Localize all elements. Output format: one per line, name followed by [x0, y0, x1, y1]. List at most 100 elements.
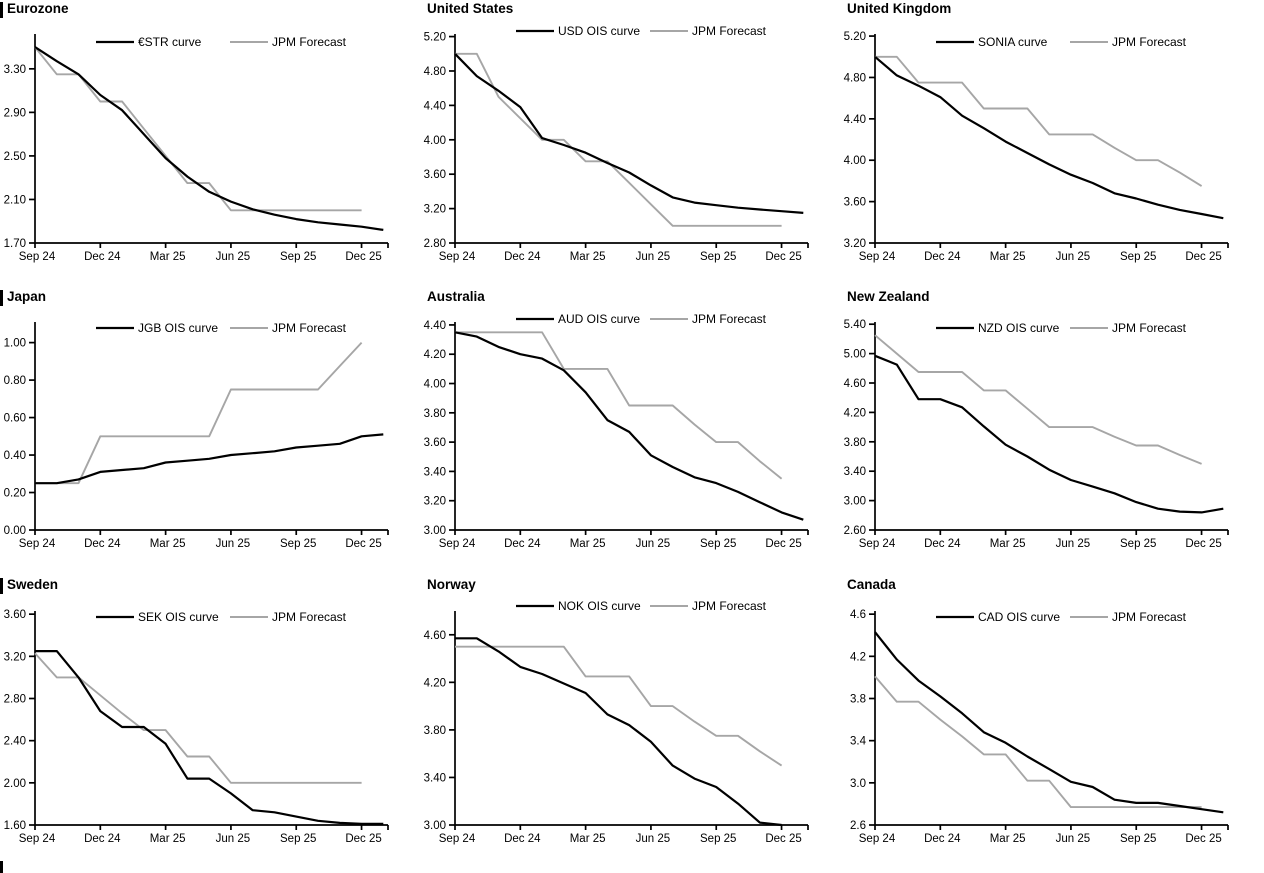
chart-canvas: 3.20 3.60 4.00 4.40 4.80 5.20 Sep 24 Dec 24 Mar … [844, 31, 1229, 263]
y-tick-label: 4.40 [424, 100, 446, 112]
chart-sweden: Sweden 1.60 2.00 2.40 2.80 3.20 3.60 Sep 24 Dec… [0, 570, 420, 873]
y-tick-label: 3.80 [844, 437, 866, 449]
x-tick-label: Dec 25 [765, 538, 801, 550]
forecast-series-line [874, 675, 1202, 809]
chart-japan: Japan 0.00 0.20 0.40 0.60 0.80 1.00 Sep 24 Dec … [0, 285, 420, 570]
y-tick-label: 5.00 [844, 349, 866, 361]
y-tick-label: 4.20 [424, 349, 446, 361]
x-tick-label: Sep 24 [19, 538, 56, 550]
y-tick-label: 2.40 [4, 736, 26, 748]
y-tick-label: 2.00 [4, 778, 26, 790]
forecast-series-line [875, 55, 1203, 187]
x-tick-label: Sep 25 [1120, 538, 1156, 550]
x-tick-label: Dec 24 [84, 251, 121, 263]
x-tick-label: Dec 24 [924, 251, 961, 263]
legend-label: CAD OIS curve [978, 610, 1060, 624]
x-tick-label: Dec 24 [504, 833, 541, 845]
legend-label: NZD OIS curve [978, 321, 1060, 335]
y-tick-label: 2.80 [4, 693, 26, 705]
y-tick-label: 4.60 [424, 630, 446, 642]
y-tick-label: 4.80 [424, 66, 446, 78]
x-tick-label: Mar 25 [990, 251, 1026, 263]
x-tick-label: Mar 25 [570, 833, 606, 845]
chart-title: New Zealand [847, 289, 930, 304]
x-tick-label: Sep 25 [280, 833, 316, 845]
y-tick-label: 0.00 [4, 525, 26, 537]
y-axis: 1.70 2.10 2.50 2.90 3.30 [4, 64, 35, 250]
x-tick-label: Mar 25 [150, 833, 186, 845]
x-tick-label: Sep 25 [700, 538, 736, 550]
forecast-series-line [35, 341, 363, 485]
x-tick-label: Dec 25 [1185, 538, 1221, 550]
y-axis: 1.60 2.00 2.40 2.80 3.20 3.60 [4, 609, 35, 832]
legend: AUD OIS curve JPM Forecast [516, 312, 767, 326]
chart-title: United States [427, 1, 514, 16]
x-tick-label: Dec 24 [84, 538, 121, 550]
legend: NOK OIS curve JPM Forecast [516, 599, 767, 613]
x-tick-label: Sep 24 [439, 251, 476, 263]
y-tick-label: 0.20 [4, 488, 26, 500]
legend-label: SEK OIS curve [138, 610, 219, 624]
y-tick-label: 3.60 [844, 197, 866, 209]
main-series-line [35, 433, 384, 485]
y-tick-label: 5.20 [844, 31, 866, 43]
x-tick-label: Sep 25 [280, 538, 316, 550]
x-tick-label: Sep 25 [280, 251, 316, 263]
y-tick-label: 4.00 [844, 155, 866, 167]
x-axis: Sep 24 Dec 24 Mar 25 Jun 25 Sep 25 Dec 25 [19, 530, 389, 550]
chart-title: Norway [427, 577, 476, 592]
y-tick-label: 3.40 [424, 772, 446, 784]
x-tick-label: Sep 24 [439, 833, 476, 845]
x-tick-label: Mar 25 [150, 251, 186, 263]
y-tick-label: 2.60 [844, 525, 866, 537]
x-axis: Sep 24 Dec 24 Mar 25 Jun 25 Sep 25 Dec 25 [439, 825, 809, 845]
legend-item: €STR curve [96, 35, 202, 49]
chart-title: Eurozone [7, 1, 69, 16]
chart-united-kingdom: United Kingdom 3.20 3.60 4.00 4.40 4.80 5.20 S… [840, 0, 1264, 285]
x-tick-label: Sep 24 [859, 833, 896, 845]
chart-canvas: 2.6 3.0 3.4 3.8 4.2 4.6 Sep 24 Dec 24 Mar 25 Jun … [850, 609, 1229, 845]
x-tick-label: Dec 25 [1185, 251, 1221, 263]
x-tick-label: Dec 25 [765, 251, 801, 263]
chart-canvas: 1.60 2.00 2.40 2.80 3.20 3.60 Sep 24 Dec 24 Mar … [4, 609, 389, 845]
y-tick-label: 3.20 [4, 651, 26, 663]
chart-title: Australia [427, 289, 485, 304]
x-tick-label: Jun 25 [636, 251, 671, 263]
legend-label: JPM Forecast [692, 24, 767, 38]
main-series-line [455, 637, 782, 827]
y-tick-label: 4.40 [424, 320, 446, 332]
legend-item: NOK OIS curve [516, 599, 641, 613]
x-tick-label: Sep 24 [859, 538, 896, 550]
x-tick-label: Dec 25 [345, 251, 381, 263]
y-tick-label: 3.20 [424, 204, 446, 216]
legend: USD OIS curve JPM Forecast [516, 24, 767, 38]
axes [874, 322, 1228, 531]
axes [454, 34, 808, 244]
legend-label: AUD OIS curve [558, 312, 640, 326]
axes [34, 322, 388, 531]
section-marker-bar [0, 290, 3, 306]
x-axis: Sep 24 Dec 24 Mar 25 Jun 25 Sep 25 Dec 25 [439, 530, 809, 550]
chart-title: Japan [7, 289, 47, 304]
legend-label: JPM Forecast [692, 599, 767, 613]
y-tick-label: 4.20 [844, 407, 866, 419]
chart-eurozone: Eurozone 1.70 2.10 2.50 2.90 3.30 Sep 24 Dec 2… [0, 0, 420, 285]
legend: €STR curve JPM Forecast [96, 35, 347, 49]
chart-canvas: 3.00 3.20 3.40 3.60 3.80 4.00 4.20 4.40 Sep 24 De… [424, 312, 809, 550]
x-tick-label: Sep 25 [1120, 833, 1156, 845]
y-axis: 2.60 3.00 3.40 3.80 4.20 4.60 5.00 5.40 [844, 319, 875, 537]
legend-item: AUD OIS curve [516, 312, 640, 326]
section-marker-bar [0, 578, 3, 594]
x-axis: Sep 24 Dec 24 Mar 25 Jun 25 Sep 25 Dec 25 [19, 825, 389, 845]
y-tick-label: 3.60 [4, 609, 26, 621]
y-axis: 3.20 3.60 4.00 4.40 4.80 5.20 [844, 31, 875, 250]
x-tick-label: Mar 25 [570, 538, 606, 550]
y-tick-label: 3.00 [424, 820, 446, 832]
y-tick-label: 3.00 [844, 496, 866, 508]
legend: SEK OIS curve JPM Forecast [96, 610, 347, 624]
legend-label: USD OIS curve [558, 24, 640, 38]
y-tick-label: 2.90 [4, 107, 26, 119]
x-tick-label: Dec 25 [345, 538, 381, 550]
y-tick-label: 3.20 [424, 496, 446, 508]
x-axis: Sep 24 Dec 24 Mar 25 Jun 25 Sep 25 Dec 25 [439, 243, 809, 263]
